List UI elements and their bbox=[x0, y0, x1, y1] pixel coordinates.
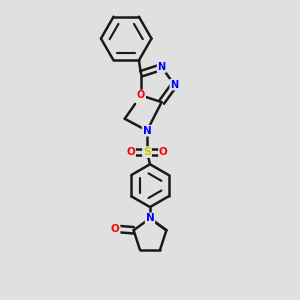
Text: N: N bbox=[143, 126, 152, 136]
Text: S: S bbox=[143, 147, 151, 157]
Text: N: N bbox=[170, 80, 178, 90]
Text: O: O bbox=[137, 90, 145, 100]
Text: O: O bbox=[111, 224, 120, 234]
Text: N: N bbox=[158, 62, 166, 72]
Text: O: O bbox=[126, 147, 135, 157]
Text: N: N bbox=[146, 213, 154, 224]
Text: O: O bbox=[159, 147, 168, 157]
